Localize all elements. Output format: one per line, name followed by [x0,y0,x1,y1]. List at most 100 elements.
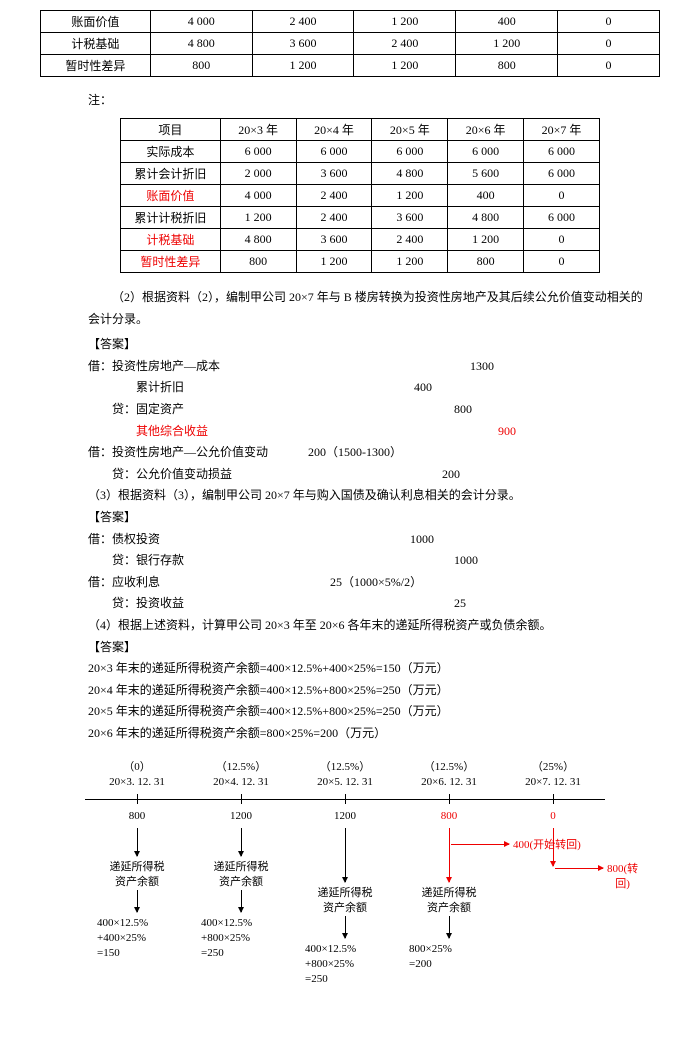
entry-label: 贷：固定资产 [88,399,184,421]
branch-label: 递延所得税资产余额 [206,860,276,890]
table-cell: 0 [558,55,660,77]
entry-value: 200 [442,464,460,486]
journal-entry-row: 其他综合收益900 [88,421,650,443]
journal-entry-row: 借：债权投资 1000 [88,529,650,551]
table-cell: 6 000 [372,141,448,163]
timeline-node-header: （12.5%）20×5. 12. 31 [293,760,397,790]
table-cell: 1 200 [448,229,524,251]
timeline-diff-value: 800 [441,810,458,822]
entry-label: 借：债权投资 [88,529,160,551]
table-cell: 6 000 [524,141,600,163]
entry-value: 25 [454,593,466,615]
table-cell: 1 200 [456,33,558,55]
timeline-diagram: （0）20×3. 12. 31（12.5%）20×4. 12. 31（12.5%… [85,760,605,1017]
table-cell: 1 200 [296,251,372,273]
timeline-node-header: （0）20×3. 12. 31 [85,760,189,790]
timeline-node-header: （12.5%）20×4. 12. 31 [189,760,293,790]
calc-lines: 20×3 年末的递延所得税资产余额=400×12.5%+400×25%=150（… [40,658,650,744]
table-cell: 2 400 [296,185,372,207]
timeline-diff-value: 800 [129,810,146,822]
table-header: 20×3 年 [220,119,296,141]
journal-entry-row: 借：应收利息25（1000×5%/2） [88,572,650,594]
branch-calc: 400×12.5%+400×25%=150 [97,916,177,961]
table-cell: 1 200 [354,11,456,33]
table-row-label: 暂时性差异 [41,55,151,77]
entry-value: 800 [454,399,472,421]
note-label: 注： [88,91,650,108]
entry-label: 贷：投资收益 [88,593,184,615]
table-cell: 800 [150,55,252,77]
table-cell: 1 200 [252,55,354,77]
entry-value: 200（1500-1300） [308,442,402,464]
table-cell: 0 [524,185,600,207]
detail-table: 项目20×3 年20×4 年20×5 年20×6 年20×7 年实际成本6 00… [120,118,600,273]
table-cell: 6 000 [524,163,600,185]
journal-entry-row: 借：投资性房地产—成本1300 [88,356,650,378]
branch-calc: 800×25%=200 [409,942,489,972]
answer-label: 【答案】 [88,334,650,356]
answer-label: 【答案】 [88,637,650,659]
table-cell: 4 800 [220,229,296,251]
journal-entries-2: 借：投资性房地产—成本1300 累计折旧400 贷：固定资产 800 其他综合收益… [40,356,650,486]
table-row-label: 累计会计折旧 [121,163,221,185]
timeline-diff-value: 1200 [334,810,356,822]
table-cell: 1 200 [372,251,448,273]
table-row-label: 累计计税折旧 [121,207,221,229]
entry-label: 贷：公允价值变动损益 [88,464,232,486]
timeline-diff-value: 1200 [230,810,252,822]
table-row-label: 实际成本 [121,141,221,163]
table-cell: 400 [448,185,524,207]
timeline-diff-value: 0 [550,810,556,822]
table-cell: 400 [456,11,558,33]
table-cell: 6 000 [220,141,296,163]
table-cell: 1 200 [372,185,448,207]
calc-line: 20×3 年末的递延所得税资产余额=400×12.5%+400×25%=150（… [88,658,650,680]
table-cell: 5 600 [448,163,524,185]
table-cell: 4 800 [448,207,524,229]
journal-entries-3: 借：债权投资 1000 贷：银行存款 1000 借：应收利息25（1000×5%/2）… [40,529,650,615]
entry-label: 借：应收利息 [88,572,160,594]
table-cell: 1 200 [220,207,296,229]
table-cell: 800 [448,251,524,273]
table-header: 20×7 年 [524,119,600,141]
table-cell: 4 000 [150,11,252,33]
entry-value: 1000 [410,529,434,551]
reversal-label: 800(转回) [607,862,638,892]
table-cell: 800 [220,251,296,273]
reversal-label: 400(开始转回) [513,838,581,853]
branch-label: 递延所得税资产余额 [102,860,172,890]
timeline-node-header: （12.5%）20×6. 12. 31 [397,760,501,790]
table-cell: 4 000 [220,185,296,207]
table-cell: 6 000 [448,141,524,163]
table-header: 20×6 年 [448,119,524,141]
branch-label: 递延所得税资产余额 [414,886,484,916]
entry-value: 1300 [470,356,494,378]
table-row-label: 暂时性差异 [121,251,221,273]
table-cell: 0 [524,251,600,273]
timeline-node-header: （25%）20×7. 12. 31 [501,760,605,790]
table-cell: 3 600 [252,33,354,55]
table-cell: 2 000 [220,163,296,185]
question-2: （2）根据资料（2），编制甲公司 20×7 年与 B 楼房转换为投资性房地产及其… [88,287,650,330]
table-cell: 2 400 [354,33,456,55]
entry-label: 其他综合收益 [88,421,208,443]
table-cell: 0 [524,229,600,251]
summary-table: 账面价值4 0002 4001 2004000计税基础4 8003 6002 4… [40,10,660,77]
journal-entry-row: 借：投资性房地产—公允价值变动200（1500-1300） [88,442,650,464]
journal-entry-row: 贷：投资收益 25 [88,593,650,615]
table-row-label: 计税基础 [121,229,221,251]
table-row-label: 计税基础 [41,33,151,55]
table-cell: 0 [558,33,660,55]
table-cell: 4 800 [372,163,448,185]
journal-entry-row: 贷：固定资产 800 [88,399,650,421]
table-header: 20×4 年 [296,119,372,141]
calc-line: 20×6 年末的递延所得税资产余额=800×25%=200（万元） [88,723,650,745]
table-cell: 2 400 [252,11,354,33]
table-cell: 3 600 [296,163,372,185]
table-cell: 800 [456,55,558,77]
table-cell: 0 [558,11,660,33]
branch-calc: 400×12.5%+800×25%=250 [201,916,281,961]
journal-entry-row: 累计折旧400 [88,377,650,399]
entry-label: 贷：银行存款 [88,550,184,572]
branch-calc: 400×12.5%+800×25%=250 [305,942,385,987]
